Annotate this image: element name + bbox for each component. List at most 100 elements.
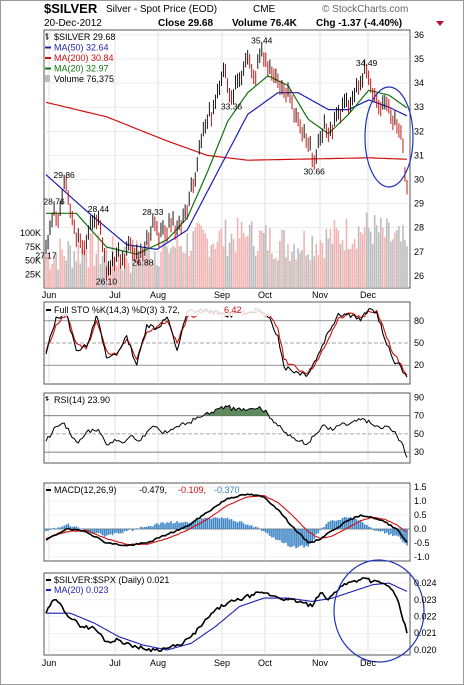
price-legend-entry: MA(200) 30.84	[54, 53, 114, 63]
x-tick-label: Dec	[360, 658, 377, 668]
volume-bar	[299, 252, 301, 288]
volume-bar	[216, 241, 219, 288]
macd-histogram-bar	[234, 521, 237, 529]
volume-bar	[263, 232, 265, 288]
macd-histogram-bar	[204, 517, 207, 529]
volume-bar	[125, 257, 128, 289]
volume-bar	[406, 246, 408, 288]
macd-histogram-bar	[55, 528, 57, 529]
price-annotation: 28.33	[142, 207, 164, 217]
rsi-overbought-fill	[205, 405, 268, 416]
macd-histogram-bar	[363, 524, 366, 529]
macd-histogram-bar	[257, 527, 259, 529]
volume-bar	[95, 253, 98, 288]
macd-histogram-bar	[166, 522, 168, 529]
volume-bar	[144, 256, 146, 288]
macd-histogram-bar	[359, 520, 362, 529]
volume-bar	[261, 231, 263, 288]
volume-bar	[69, 245, 71, 288]
ratio-y-tick: 0.023	[414, 595, 437, 605]
volume-bar	[355, 248, 358, 288]
price-annotation: 35.44	[251, 35, 273, 45]
macd-histogram-bar	[170, 521, 172, 529]
chart-symbol: $SILVER	[44, 1, 98, 16]
volume-bar	[281, 230, 283, 288]
volume-bar	[357, 226, 360, 288]
macd-histogram-bar	[115, 529, 118, 533]
volume-bar	[238, 238, 241, 288]
change-down-arrow-icon	[436, 21, 444, 26]
volume-bar	[61, 249, 63, 288]
volume-bar	[287, 244, 289, 288]
volume-bar	[166, 246, 168, 289]
rsi-y-tick: 30	[414, 447, 424, 457]
macd-histogram-bar	[378, 529, 380, 532]
price-annotation: 28.44	[88, 204, 110, 214]
macd-histogram-bar	[246, 524, 249, 529]
volume-bar	[252, 246, 255, 288]
macd-histogram-bar	[71, 527, 73, 529]
stochastic-legend-entry: Full STO %K(14,3) %D(3) 3.72,	[54, 305, 180, 315]
volume-bar	[363, 227, 366, 288]
macd-histogram-bar	[404, 529, 406, 544]
macd-histogram-bar	[57, 527, 59, 529]
volume-bar	[146, 242, 148, 288]
volume-bar	[400, 241, 402, 288]
volume-bar	[194, 227, 196, 288]
volume-bar	[73, 251, 75, 288]
volume-bar	[47, 252, 49, 288]
volume-bar	[232, 239, 235, 288]
macd-histogram-bar	[396, 529, 398, 536]
macd-histogram-bar	[230, 519, 233, 529]
volume-bar	[190, 250, 192, 288]
volume-bar	[57, 269, 59, 288]
volume-bar	[164, 241, 166, 288]
macd-histogram-bar	[252, 527, 255, 529]
x-tick-label: Dec	[360, 290, 377, 300]
macd-histogram-bar	[355, 519, 358, 529]
volume-bar	[176, 231, 178, 288]
macd-histogram-bar	[174, 522, 176, 529]
macd-histogram-bar	[228, 519, 231, 529]
ma50-line	[45, 92, 408, 250]
volume-bar	[67, 241, 69, 288]
price-annotation: 33.36	[221, 101, 243, 111]
price-annotation: 26.88	[132, 258, 154, 268]
x-tick-label: Nov	[312, 658, 329, 668]
macd-histogram-bar	[242, 523, 245, 529]
macd-histogram-bar	[371, 529, 374, 530]
macd-histogram-bar	[67, 523, 69, 529]
chart-date: 20-Dec-2012	[44, 18, 102, 29]
volume-bar	[172, 245, 174, 288]
macd-histogram-bar	[375, 529, 378, 531]
volume-bar	[228, 242, 231, 288]
macd-histogram-bar	[279, 529, 281, 541]
volume-bar	[265, 225, 267, 288]
volume-bar	[170, 248, 172, 288]
volume-bar	[291, 251, 293, 288]
volume-bar	[202, 229, 205, 288]
price-y-tick: 29	[414, 199, 424, 209]
x-tick-label: Aug	[150, 290, 166, 300]
volume-bar	[361, 233, 364, 288]
macd-histogram-bar	[357, 520, 360, 529]
marks-layer	[45, 42, 425, 663]
macd-histogram-bar	[382, 529, 384, 532]
macd-histogram-bar	[131, 529, 134, 532]
macd-histogram-bar	[152, 526, 154, 529]
macd-histogram-bar	[285, 529, 287, 543]
volume-y-tick: 25K	[25, 269, 41, 279]
macd-histogram-bar	[248, 525, 251, 529]
macd-histogram-bar	[305, 529, 307, 546]
volume-bar	[382, 227, 384, 288]
ma20-line	[46, 75, 408, 255]
macd-histogram-bar	[109, 529, 112, 535]
volume-bar	[359, 232, 362, 288]
volume-bar	[404, 239, 406, 288]
volume-bar	[53, 256, 55, 288]
volume-bar	[301, 249, 303, 288]
volume-bar	[186, 233, 188, 288]
macd-histogram-bar	[158, 524, 160, 529]
volume-bar	[380, 217, 382, 288]
